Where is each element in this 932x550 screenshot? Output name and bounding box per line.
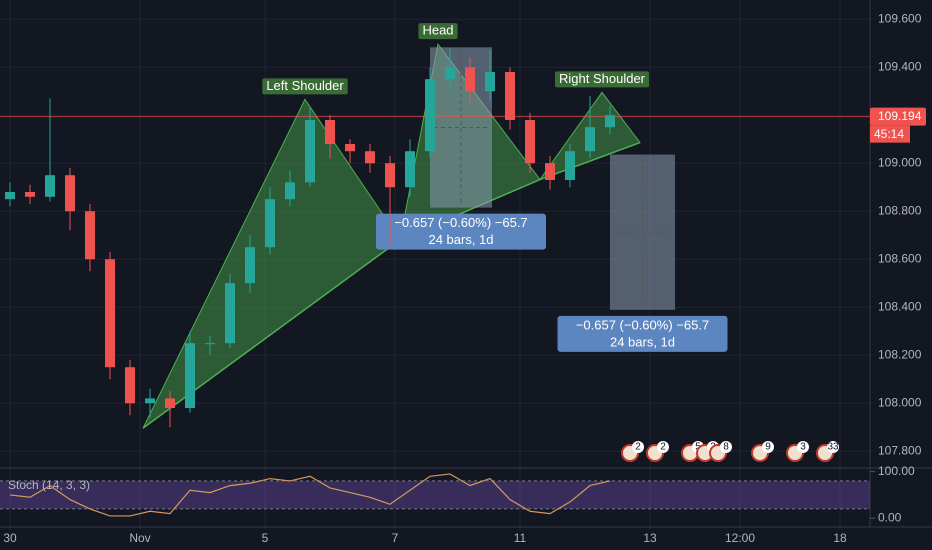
candle-body [225,283,235,344]
candle-body [605,115,615,128]
neckline [142,141,641,429]
candle-body [445,67,455,80]
pattern-label-bg [555,71,649,88]
x-tick-label: 30 [3,531,17,545]
candle-body [485,72,495,92]
measure-label: −0.657 (−0.60%) −65.7 [576,317,709,332]
event-count-bg [797,441,809,453]
stoch-tick-label: 100.00 [878,464,915,478]
y-tick-label: 108.600 [878,251,922,265]
pattern-triangle [142,98,401,429]
stoch-band [0,480,870,509]
measure-label-bg [376,213,546,250]
candle-body [125,367,135,404]
candle-body [525,120,535,164]
pattern-label-bg [262,78,348,95]
candle-body [585,127,595,152]
y-tick-label: 109.600 [878,11,922,25]
stoch-line [9,473,611,517]
candle-body [545,163,555,180]
x-tick-label: 5 [262,531,269,545]
measure-box [430,47,492,208]
y-tick-label: 109.000 [878,155,922,169]
candle-body [405,151,415,188]
event-count-bg [720,441,732,453]
countdown: 45:14 [874,127,904,141]
x-tick-label: 13 [643,531,657,545]
last-price-label: 109.194 [878,109,922,123]
candle-body [85,211,95,260]
candle-body [265,199,275,248]
candle-body [5,192,15,200]
event-count-bg [762,441,774,453]
measure-bars: 24 bars, 1d [428,232,493,247]
x-tick-label: Nov [129,531,150,545]
countdown-tag [870,125,910,143]
candle-body [505,72,515,120]
y-tick-label: 107.800 [878,443,922,457]
event-count-bg [632,441,644,453]
candle-body [65,175,75,212]
y-tick-label: 108.400 [878,299,922,313]
candle-body [285,182,295,200]
candle-body [345,144,355,152]
x-tick-label: 7 [392,531,399,545]
last-price-tag [870,107,926,126]
event-count: 33 [827,442,839,453]
pattern-label: Head [422,23,453,38]
pattern-label: Left Shoulder [266,78,344,93]
candle-body [425,79,435,152]
stoch-title: Stoch (14, 3, 3) [8,478,90,492]
candle-body [305,120,315,183]
event-count: 2 [635,442,641,453]
candle-body [145,398,155,404]
candle-body [185,343,195,408]
y-tick-label: 108.800 [878,203,922,217]
event-count-bg [657,441,669,453]
event-count: 3 [800,442,806,453]
y-tick-label: 108.000 [878,395,922,409]
y-tick-label: 108.200 [878,347,922,361]
event-count: 8 [723,442,729,453]
x-tick-label: 12:00 [725,531,755,545]
x-tick-label: 11 [514,531,527,545]
candle-body [565,151,575,180]
pattern-label-bg [418,23,458,40]
candle-body [105,259,115,368]
candle-body [45,175,55,197]
candle-body [205,343,215,345]
candle-body [25,192,35,197]
candle-body [365,151,375,164]
event-count-bg [827,441,839,453]
measure-label: −0.657 (−0.60%) −65.7 [394,215,527,230]
event-count: 9 [765,442,771,453]
measure-label-bg [557,315,728,352]
event-count: 2 [660,442,666,453]
candle-body [465,67,475,92]
pattern-label: Right Shoulder [559,71,646,86]
measure-bars: 24 bars, 1d [610,334,675,349]
candle-body [165,398,175,408]
candle-body [245,247,255,284]
candle-body [325,120,335,144]
x-tick-label: 18 [833,531,847,545]
candle-body [385,163,395,188]
stoch-tick-label: 0.00 [878,510,902,524]
y-tick-label: 109.400 [878,59,922,73]
